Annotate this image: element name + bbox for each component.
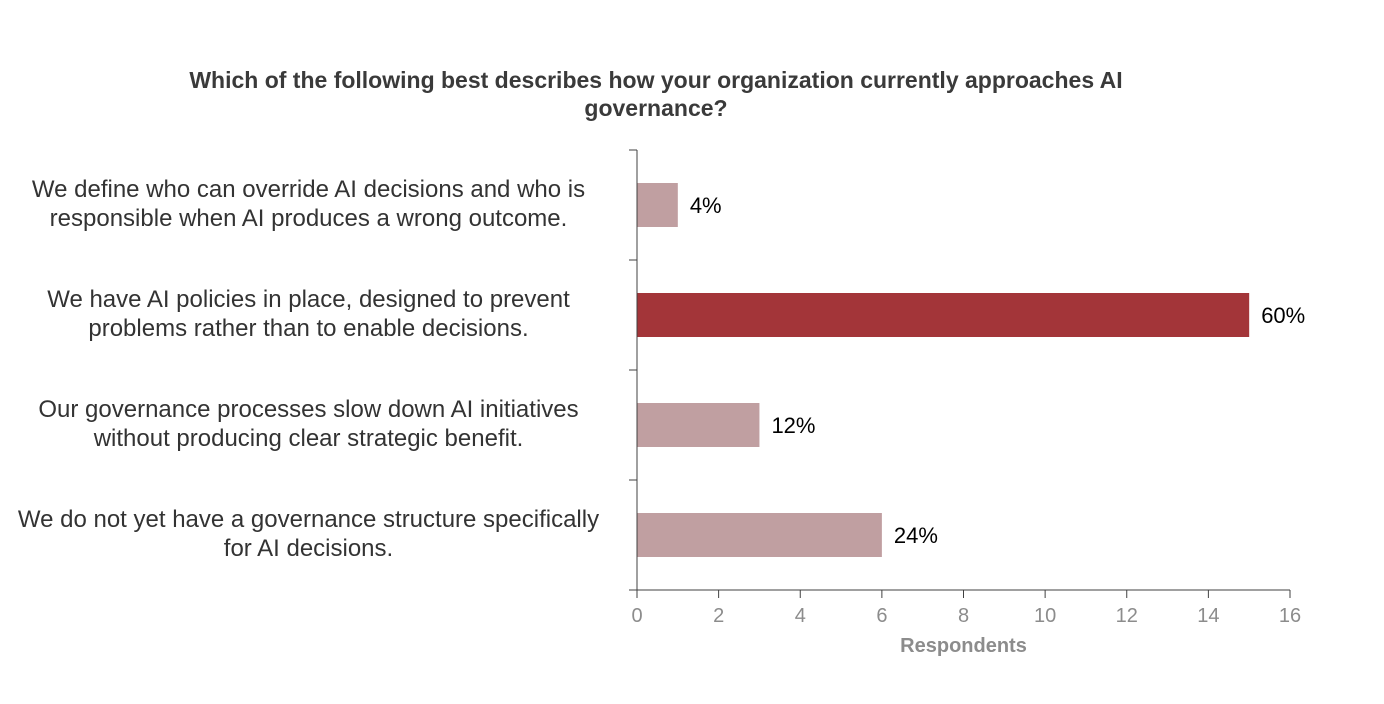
bar-3: [637, 403, 760, 447]
category-label-1: We define who can override AI decisions …: [0, 175, 617, 233]
x-tick-label-0: 0: [631, 605, 642, 627]
bar-1: [637, 183, 678, 227]
x-tick-label-2: 2: [713, 605, 724, 627]
category-label-4: We do not yet have a governance structur…: [0, 505, 617, 563]
data-label-2: 60%: [1261, 303, 1305, 328]
category-label-4-line-1: We do not yet have a governance structur…: [17, 506, 600, 533]
category-label-3-line-2: without producing clear strategic benefi…: [93, 425, 524, 452]
x-tick-label-4: 4: [795, 605, 806, 627]
chart-title: Which of the following best describes ho…: [189, 67, 1123, 121]
x-tick-label-6: 6: [876, 605, 887, 627]
x-tick-label-12: 12: [1116, 605, 1138, 627]
bar-4: [637, 513, 882, 557]
bar-2: [637, 293, 1250, 337]
x-tick-label-16: 16: [1279, 605, 1301, 627]
data-label-1: 4%: [690, 193, 722, 218]
x-tick-label-8: 8: [958, 605, 969, 627]
x-tick-label-14: 14: [1197, 605, 1219, 627]
category-label-2-line-1: We have AI policies in place, designed t…: [47, 286, 570, 313]
category-label-2-line-2: problems rather than to enable decisions…: [88, 315, 529, 342]
x-tick-label-10: 10: [1034, 605, 1056, 627]
category-label-1-line-1: We define who can override AI decisions …: [31, 176, 586, 203]
category-label-3: Our governance processes slow down AI in…: [0, 395, 617, 453]
data-label-3: 12%: [771, 413, 815, 438]
data-label-4: 24%: [894, 523, 938, 548]
category-label-4-line-2: for AI decisions.: [223, 535, 394, 562]
category-label-2: We have AI policies in place, designed t…: [0, 285, 617, 343]
category-label-3-line-1: Our governance processes slow down AI in…: [38, 396, 579, 423]
x-axis-title: Respondents: [900, 635, 1027, 657]
category-label-1-line-2: responsible when AI produces a wrong out…: [49, 205, 568, 232]
